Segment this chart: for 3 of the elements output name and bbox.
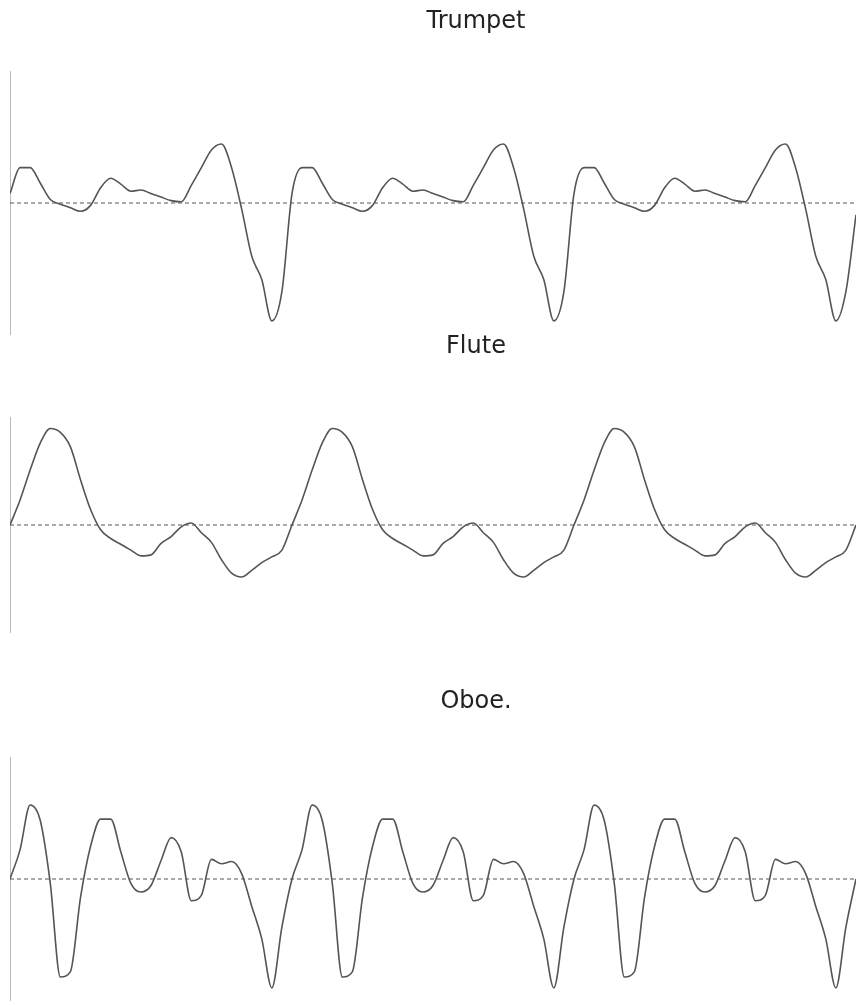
chart-title: Oboe. (439, 686, 513, 714)
chart-title: Flute (445, 331, 507, 359)
chart-title: Trumpet (425, 6, 527, 34)
